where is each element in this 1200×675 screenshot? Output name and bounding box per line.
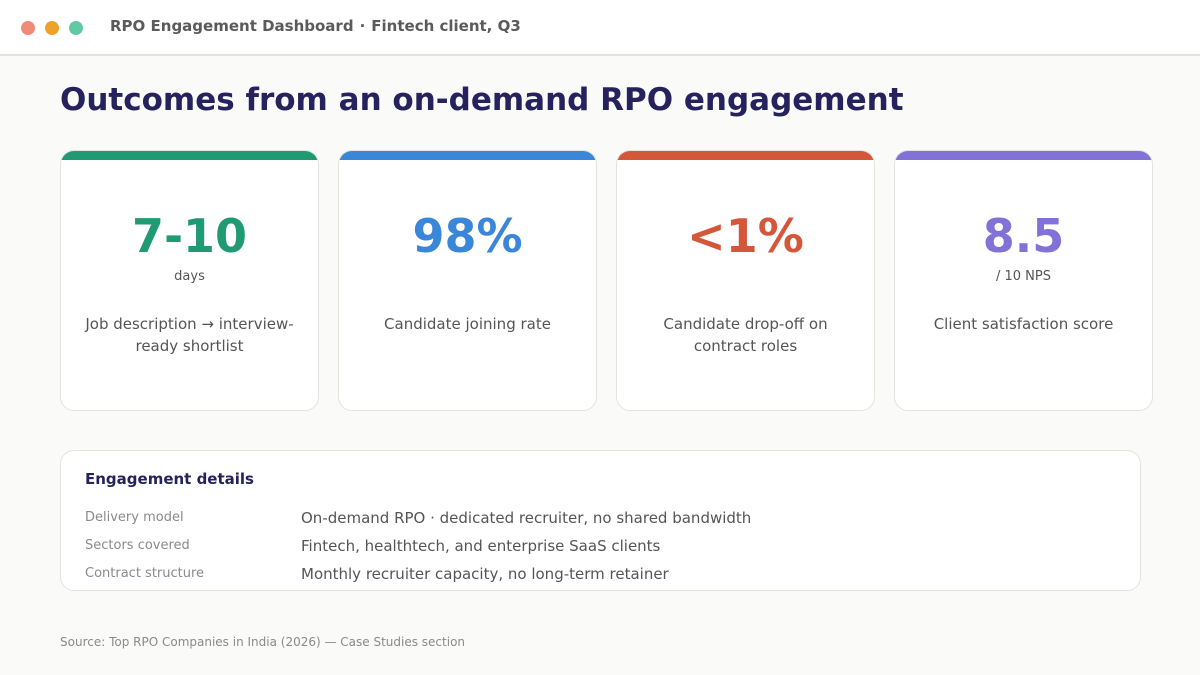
detail-value: On-demand RPO · dedicated recruiter, no … [301, 509, 752, 527]
card-accent-bar [617, 151, 874, 160]
card-accent-bar [895, 151, 1152, 160]
engagement-details-panel: Engagement details Delivery model On-dem… [60, 450, 1141, 591]
metric-description: Candidate drop-off on contract roles [663, 315, 828, 355]
window-maximize-button[interactable] [69, 21, 83, 35]
detail-label: Delivery model [85, 510, 184, 525]
source-note: Source: Top RPO Companies in India (2026… [60, 635, 466, 649]
detail-row: Contract structure Monthly recruiter cap… [85, 565, 1116, 585]
detail-label: Sectors covered [85, 538, 190, 553]
detail-label: Contract structure [85, 566, 205, 581]
metric-value: <1% [687, 209, 804, 263]
metric-card-nps: 8.5 / 10 NPS Client satisfaction score [894, 150, 1153, 411]
card-accent-bar [61, 151, 318, 160]
window-minimize-button[interactable] [45, 21, 59, 35]
metric-description: Client satisfaction score [933, 315, 1114, 333]
metric-value: 98% [412, 209, 523, 263]
metric-unit: days [174, 269, 205, 284]
window-titlebar: RPO Engagement Dashboard · Fintech client,… [0, 0, 1200, 56]
window-close-button[interactable] [21, 21, 35, 35]
window-title: RPO Engagement Dashboard · Fintech client,… [110, 17, 521, 35]
metric-value: 7-10 [131, 209, 248, 263]
detail-row: Delivery model On-demand RPO · dedicated… [85, 509, 1116, 529]
metric-description: Candidate joining rate [384, 315, 551, 333]
detail-value: Monthly recruiter capacity, no long-term… [301, 565, 669, 583]
detail-value: Fintech, healthtech, and enterprise SaaS… [301, 537, 661, 555]
app-title: RPO Engagement Dashboard [110, 17, 354, 35]
metric-card-drop-off: <1% Candidate drop-off on contract roles [616, 150, 875, 411]
metric-card-shortlist-time: 7-10 days Job description → interview-re… [60, 150, 319, 411]
card-accent-bar [339, 151, 596, 160]
title-separator: · [359, 17, 366, 35]
page-heading: Outcomes from an on-demand RPO engagemen… [60, 82, 904, 118]
metric-description: Job description → interview-ready shortl… [85, 315, 294, 355]
metric-value: 8.5 [982, 209, 1065, 263]
detail-row: Sectors covered Fintech, healthtech, and… [85, 537, 1116, 557]
details-title: Engagement details [85, 470, 254, 488]
metric-card-joining-rate: 98% Candidate joining rate [338, 150, 597, 411]
metric-unit: / 10 NPS [995, 269, 1051, 284]
app-subtitle: Fintech client, Q3 [371, 17, 521, 35]
